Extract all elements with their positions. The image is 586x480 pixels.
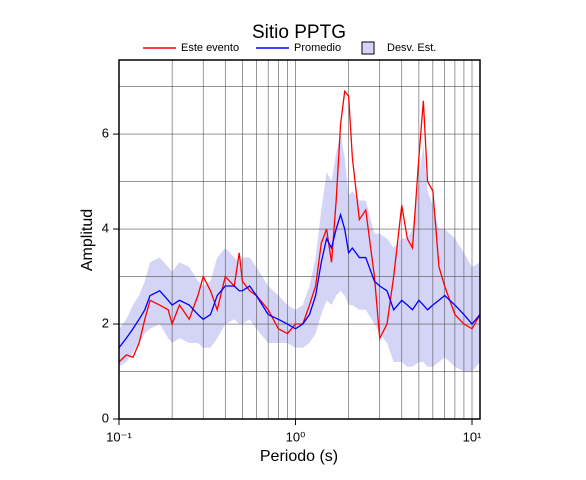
x-tick-label: 10⁰ [286, 429, 306, 444]
y-tick-label: 4 [102, 220, 109, 235]
series-line [118, 212, 481, 349]
x-tick-label: 10⁻¹ [106, 429, 132, 444]
x-tick-label: 10¹ [463, 429, 482, 444]
y-tick-label: 0 [102, 410, 109, 425]
plot-frame [118, 59, 481, 420]
legend-label: Este evento [181, 42, 239, 54]
legend-label: Promedio [294, 42, 341, 54]
y-tick-label: 2 [102, 315, 109, 330]
std-band [119, 134, 480, 372]
legend-label: Desv. Est. [387, 42, 436, 54]
series-line [118, 89, 481, 363]
legend-swatch [361, 41, 375, 55]
y-tick-label: 6 [102, 126, 109, 141]
y-axis-label: Amplitud [79, 209, 96, 271]
x-axis-label: Periodo (s) [260, 448, 338, 465]
chart-title: Sitio PPTG [252, 22, 346, 43]
